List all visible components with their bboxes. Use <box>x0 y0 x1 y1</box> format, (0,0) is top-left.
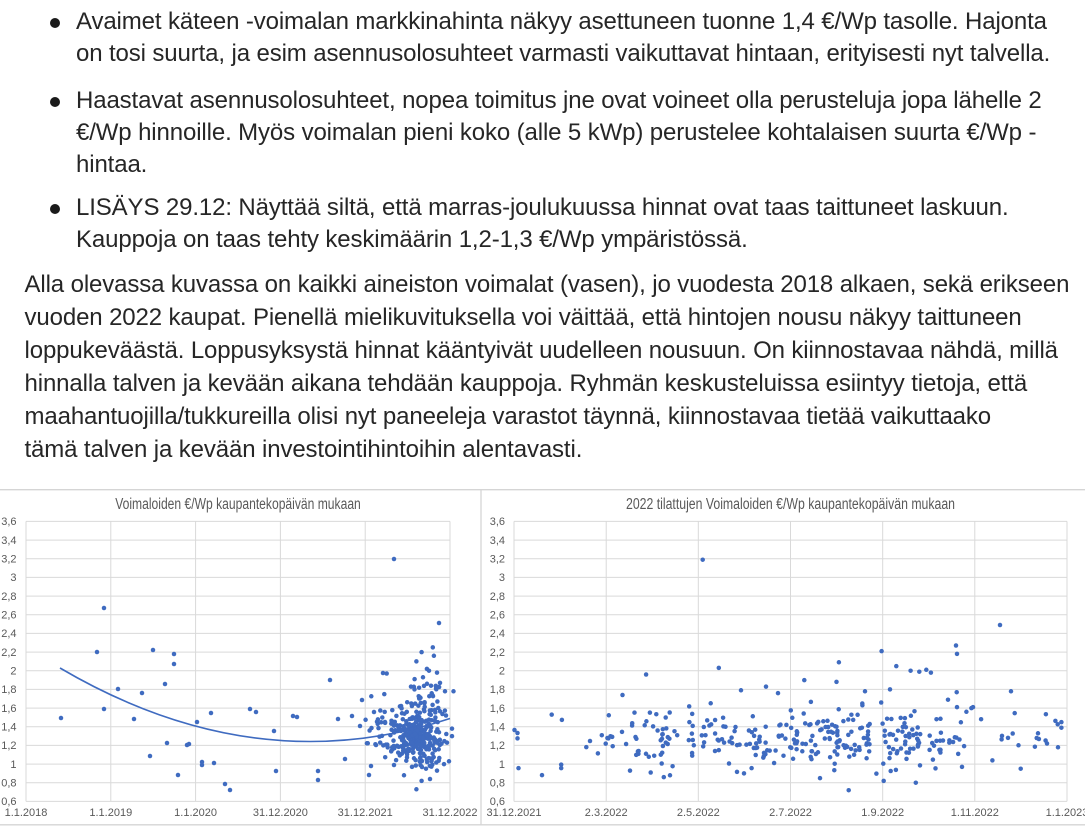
svg-text:31.12.2021: 31.12.2021 <box>338 807 393 819</box>
svg-text:1.1.2019: 1.1.2019 <box>89 807 132 819</box>
svg-text:0,8: 0,8 <box>1 778 16 790</box>
svg-text:2,8: 2,8 <box>490 591 505 603</box>
svg-text:2.5.2022: 2.5.2022 <box>677 807 720 819</box>
svg-text:3,2: 3,2 <box>490 554 505 566</box>
svg-text:1.1.2018: 1.1.2018 <box>5 807 48 819</box>
svg-text:2,6: 2,6 <box>490 610 505 622</box>
svg-text:0,6: 0,6 <box>1 796 16 808</box>
svg-text:0,8: 0,8 <box>490 778 505 790</box>
svg-text:1,4: 1,4 <box>1 722 16 734</box>
svg-text:1.9.2022: 1.9.2022 <box>861 807 904 819</box>
svg-text:2: 2 <box>499 666 505 678</box>
svg-text:2: 2 <box>10 666 16 678</box>
svg-text:1.1.2023: 1.1.2023 <box>1046 807 1085 819</box>
svg-text:31.12.2021: 31.12.2021 <box>486 807 541 819</box>
svg-text:1: 1 <box>10 759 16 771</box>
svg-text:2,4: 2,4 <box>1 628 16 640</box>
svg-text:3,6: 3,6 <box>490 516 505 528</box>
svg-text:1,8: 1,8 <box>490 684 505 696</box>
svg-text:Voimaloiden €/Wp kaupantekopäi: Voimaloiden €/Wp kaupantekopäivän mukaan <box>115 496 361 513</box>
svg-text:1.11.2022: 1.11.2022 <box>951 807 999 819</box>
svg-text:1: 1 <box>499 759 505 771</box>
svg-text:31.12.2022: 31.12.2022 <box>422 807 477 819</box>
svg-text:2,2: 2,2 <box>490 647 505 659</box>
svg-text:2,8: 2,8 <box>1 591 16 603</box>
svg-text:2,2: 2,2 <box>1 647 16 659</box>
svg-text:1,2: 1,2 <box>1 740 16 752</box>
svg-text:3: 3 <box>499 572 505 584</box>
svg-text:2022 tilattujen Voimaloiden €/: 2022 tilattujen Voimaloiden €/Wp kaupant… <box>626 496 955 513</box>
svg-text:0,6: 0,6 <box>490 796 505 808</box>
svg-text:3,6: 3,6 <box>1 516 16 528</box>
svg-text:1,8: 1,8 <box>1 684 16 696</box>
svg-text:2,6: 2,6 <box>1 610 16 622</box>
svg-text:3,2: 3,2 <box>1 554 16 566</box>
svg-text:2.7.2022: 2.7.2022 <box>769 807 812 819</box>
svg-text:3: 3 <box>10 572 16 584</box>
svg-text:2,4: 2,4 <box>490 628 505 640</box>
svg-text:3,4: 3,4 <box>1 535 16 547</box>
svg-text:1,6: 1,6 <box>1 703 16 715</box>
svg-text:2.3.2022: 2.3.2022 <box>585 807 628 819</box>
svg-text:1,2: 1,2 <box>490 740 505 752</box>
svg-text:1.1.2020: 1.1.2020 <box>174 807 217 819</box>
svg-text:1,4: 1,4 <box>490 722 505 734</box>
svg-text:1,6: 1,6 <box>490 703 505 715</box>
svg-text:31.12.2020: 31.12.2020 <box>253 807 308 819</box>
svg-text:3,4: 3,4 <box>490 535 505 547</box>
